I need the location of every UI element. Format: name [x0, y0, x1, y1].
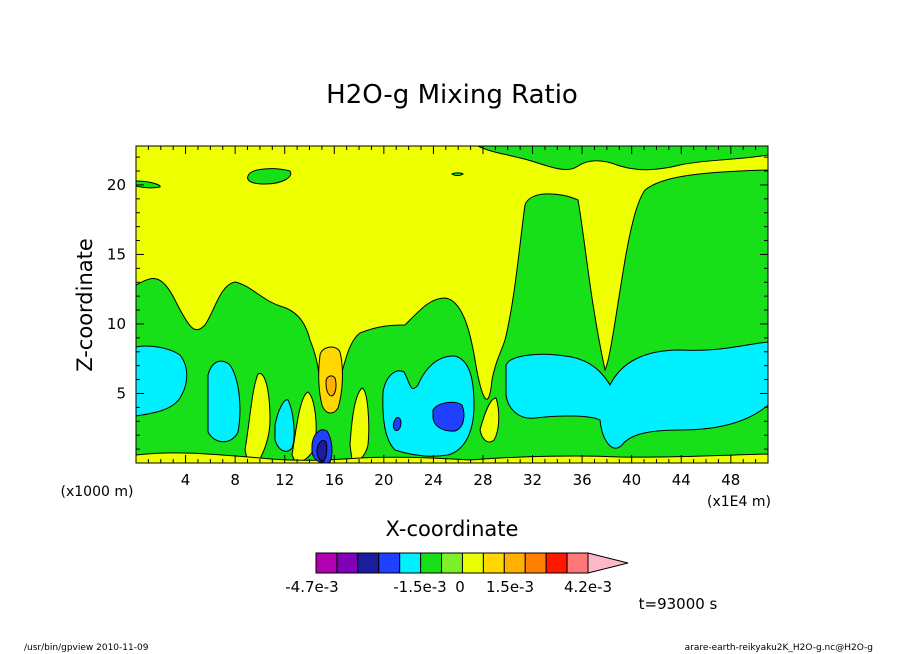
x-tick-label: 12	[275, 471, 294, 489]
colorbar-swatch	[378, 552, 401, 574]
x-tick-label: 48	[721, 471, 740, 489]
colorbar-label: -4.7e-3	[285, 578, 338, 596]
x-tick-label: 4	[181, 471, 191, 489]
x-tick-label: 40	[622, 471, 641, 489]
region-yellow-bottom-strip	[136, 452, 768, 463]
colorbar-label: 0	[455, 578, 465, 596]
region-cyan-3	[274, 399, 295, 452]
y-tick-label: 5	[116, 384, 126, 402]
x-tick-label: 16	[325, 471, 344, 489]
colorbar-swatch	[503, 552, 526, 574]
contour-plot	[136, 146, 768, 463]
y-axis: 5 10 15 20	[107, 156, 768, 450]
y-tick-label: 20	[107, 176, 126, 194]
region-yellow-pocket-1	[244, 373, 271, 463]
region-yellow-pocket-4	[479, 397, 500, 443]
time-label: t=93000 s	[639, 595, 718, 613]
footer-left: /usr/bin/gpview 2010-11-09	[24, 643, 149, 653]
region-cyan-left	[136, 345, 188, 417]
colorbar-label: 4.2e-3	[564, 578, 612, 596]
colorbar-swatch	[441, 552, 463, 574]
y-tick-label: 10	[107, 315, 126, 333]
colorbar-swatch	[399, 552, 422, 574]
y-axis-label: Z-coordinate	[73, 238, 97, 372]
region-orange	[325, 375, 337, 397]
colorbar-labels: -4.7e-3 -1.5e-3 0 1.5e-3 4.2e-3	[285, 578, 612, 596]
colorbar-swatch	[461, 552, 484, 574]
colorbar-swatch	[524, 552, 547, 574]
x-axis-label: X-coordinate	[386, 517, 519, 541]
x-tick-label: 8	[230, 471, 240, 489]
colorbar-swatch	[315, 552, 338, 574]
region-blue-2	[432, 401, 465, 432]
plot-frame	[135, 145, 769, 464]
colorbar	[315, 552, 629, 574]
chart-title: H2O-g Mixing Ratio	[326, 80, 578, 110]
footer-right: arare-earth-reikyaku2K_H2O-g.nc@H2O-g	[685, 643, 873, 653]
region-green-top-1	[247, 168, 292, 185]
x-unit-left: (x1000 m)	[61, 484, 134, 500]
y-tick-label: 15	[107, 245, 126, 263]
x-tick-label: 24	[424, 471, 443, 489]
region-green-top-2	[136, 180, 161, 189]
region-cyan-right	[505, 341, 768, 449]
colorbar-swatch	[482, 552, 505, 574]
region-blue-3	[392, 417, 402, 431]
x-tick-label: 20	[374, 471, 393, 489]
region-green-top-4	[477, 146, 768, 171]
colorbar-label: 1.5e-3	[486, 578, 534, 596]
colorbar-swatch	[420, 552, 443, 574]
region-green-top-3	[451, 172, 464, 176]
colorbar-swatch	[357, 552, 380, 574]
region-darkblue-1	[316, 439, 328, 463]
x-tick-label: 36	[573, 471, 592, 489]
colorbar-swatch	[566, 552, 589, 574]
x-tick-label: 44	[672, 471, 691, 489]
region-cyan-2	[207, 360, 241, 443]
x-axis: 4 8 12 16 20 24 28 32 36 40 44 48	[147, 146, 757, 489]
x-tick-label: 28	[473, 471, 492, 489]
colorbar-arrow	[587, 552, 629, 574]
colorbar-swatch	[336, 552, 359, 574]
x-unit-right: (x1E4 m)	[707, 494, 771, 510]
colorbar-swatch	[545, 552, 568, 574]
x-tick-label: 32	[523, 471, 542, 489]
colorbar-label: -1.5e-3	[393, 578, 446, 596]
